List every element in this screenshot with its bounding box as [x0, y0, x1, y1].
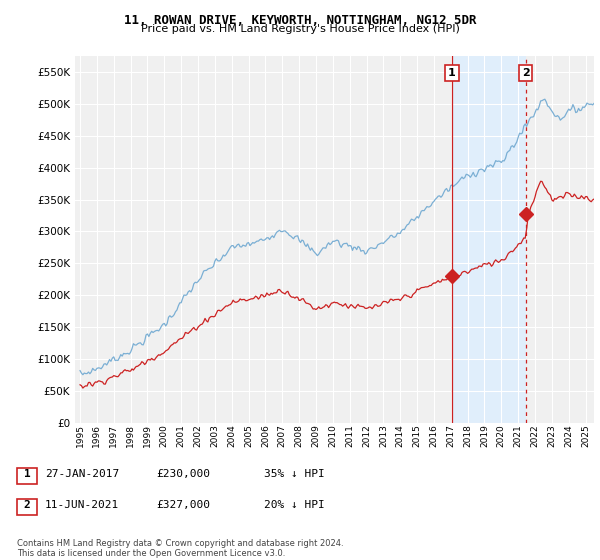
Text: £327,000: £327,000	[156, 500, 210, 510]
Text: £230,000: £230,000	[156, 469, 210, 479]
Text: Price paid vs. HM Land Registry's House Price Index (HPI): Price paid vs. HM Land Registry's House …	[140, 24, 460, 34]
Text: 2: 2	[23, 500, 31, 510]
Text: 1: 1	[448, 68, 456, 78]
Text: Contains HM Land Registry data © Crown copyright and database right 2024.
This d: Contains HM Land Registry data © Crown c…	[17, 539, 343, 558]
Text: 35% ↓ HPI: 35% ↓ HPI	[264, 469, 325, 479]
Text: 11-JUN-2021: 11-JUN-2021	[45, 500, 119, 510]
Text: 1: 1	[23, 469, 31, 479]
Bar	[452, 56, 526, 423]
Text: 11, ROWAN DRIVE, KEYWORTH, NOTTINGHAM, NG12 5DR: 11, ROWAN DRIVE, KEYWORTH, NOTTINGHAM, N…	[124, 14, 476, 27]
Text: 27-JAN-2017: 27-JAN-2017	[45, 469, 119, 479]
Text: 2: 2	[522, 68, 529, 78]
Text: 20% ↓ HPI: 20% ↓ HPI	[264, 500, 325, 510]
